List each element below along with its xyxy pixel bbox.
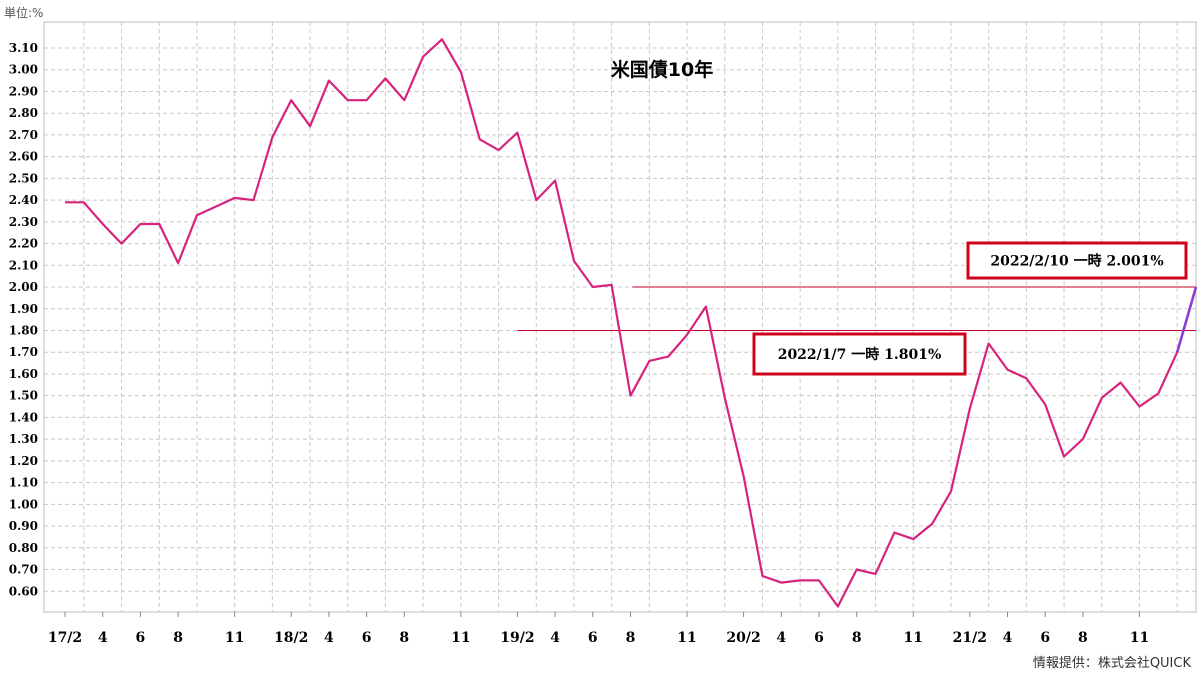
plot-frame — [43, 21, 1197, 613]
y-tick-label: 2.20 — [9, 237, 38, 251]
annotation-text: 2022/1/7 一時 1.801% — [778, 346, 942, 363]
x-tick-label: 11 — [677, 630, 696, 646]
x-tick-label: 6 — [588, 630, 598, 646]
x-tick-label: 6 — [136, 630, 146, 646]
y-tick-label: 2.00 — [9, 280, 38, 294]
annotation-text: 2022/2/10 一時 2.001% — [990, 253, 1163, 270]
y-tick-label: 1.60 — [9, 367, 38, 381]
annotation-callout: 2022/2/10 一時 2.001% — [966, 241, 1188, 280]
annotations: 2022/2/10 一時 2.001% 2022/1/7 一時 1.801% — [752, 241, 1188, 376]
y-tick-label: 3.00 — [9, 63, 38, 77]
x-tick-label: 8 — [173, 630, 183, 646]
x-tick-label: 11 — [451, 630, 470, 646]
x-tick-label: 18/2 — [274, 630, 308, 646]
x-tick-label: 19/2 — [500, 630, 534, 646]
y-tick-label: 1.70 — [9, 345, 38, 359]
y-tick-label: 1.90 — [9, 302, 38, 316]
x-tick-label: 8 — [852, 630, 862, 646]
y-tick-label: 1.10 — [9, 476, 38, 490]
x-tick-label: 11 — [225, 630, 244, 646]
y-tick-label: 2.80 — [9, 106, 38, 120]
x-tick-label: 4 — [324, 630, 334, 646]
x-tick-label: 17/2 — [48, 630, 82, 646]
reference-lines — [517, 286, 1196, 331]
y-tick-label: 3.10 — [9, 41, 38, 55]
y-tick-label: 2.90 — [9, 84, 38, 98]
y-tick-label: 2.60 — [9, 150, 38, 164]
y-tick-label: 1.80 — [9, 323, 38, 337]
x-tick-label: 21/2 — [953, 630, 987, 646]
y-tick-label: 1.00 — [9, 497, 38, 511]
x-tick-label: 4 — [550, 630, 560, 646]
y-tick-label: 2.40 — [9, 193, 38, 207]
chart-grid — [43, 21, 1197, 613]
y-tick-label: 1.20 — [9, 454, 38, 468]
x-tick-label: 4 — [1003, 630, 1013, 646]
y-tick-label: 0.70 — [9, 563, 38, 577]
annotation-box — [752, 332, 967, 376]
y-tick-label: 0.80 — [9, 541, 38, 555]
yield-line — [65, 38, 1179, 608]
x-tick-label: 6 — [362, 630, 372, 646]
x-tick-label: 4 — [98, 630, 108, 646]
y-tick-label: 1.30 — [9, 432, 38, 446]
x-tick-label: 6 — [814, 630, 824, 646]
y-tick-label: 2.50 — [9, 171, 38, 185]
y-tick-label: 0.90 — [9, 519, 38, 533]
x-tick-label: 4 — [776, 630, 786, 646]
series-layer — [65, 38, 1198, 608]
y-tick-label: 2.70 — [9, 128, 38, 142]
x-tick-label: 8 — [399, 630, 409, 646]
latest-segment — [1175, 286, 1198, 353]
x-tick-label: 20/2 — [726, 630, 760, 646]
annotation-box — [966, 241, 1188, 280]
y-tick-label: 1.50 — [9, 389, 38, 403]
y-tick-label: 1.40 — [9, 410, 38, 424]
y-tick-label: 0.60 — [9, 584, 38, 598]
annotation-callout: 2022/1/7 一時 1.801% — [752, 332, 967, 376]
x-tick-label: 6 — [1040, 630, 1050, 646]
y-tick-label: 2.30 — [9, 215, 38, 229]
data-credit: 情報提供：株式会社QUICK — [1032, 656, 1191, 671]
chart-axes: 3.10 3.00 2.90 2.80 2.70 2.60 2.50 2.40 2.30 2.20… — [9, 41, 1149, 646]
unit-label: 単位:% — [4, 6, 44, 20]
x-tick-label: 8 — [1078, 630, 1088, 646]
y-tick-label: 2.10 — [9, 258, 38, 272]
x-tick-label: 11 — [1130, 630, 1149, 646]
chart-title: 米国債10年 — [611, 58, 713, 81]
x-tick-label: 11 — [904, 630, 923, 646]
x-tick-label: 8 — [626, 630, 636, 646]
